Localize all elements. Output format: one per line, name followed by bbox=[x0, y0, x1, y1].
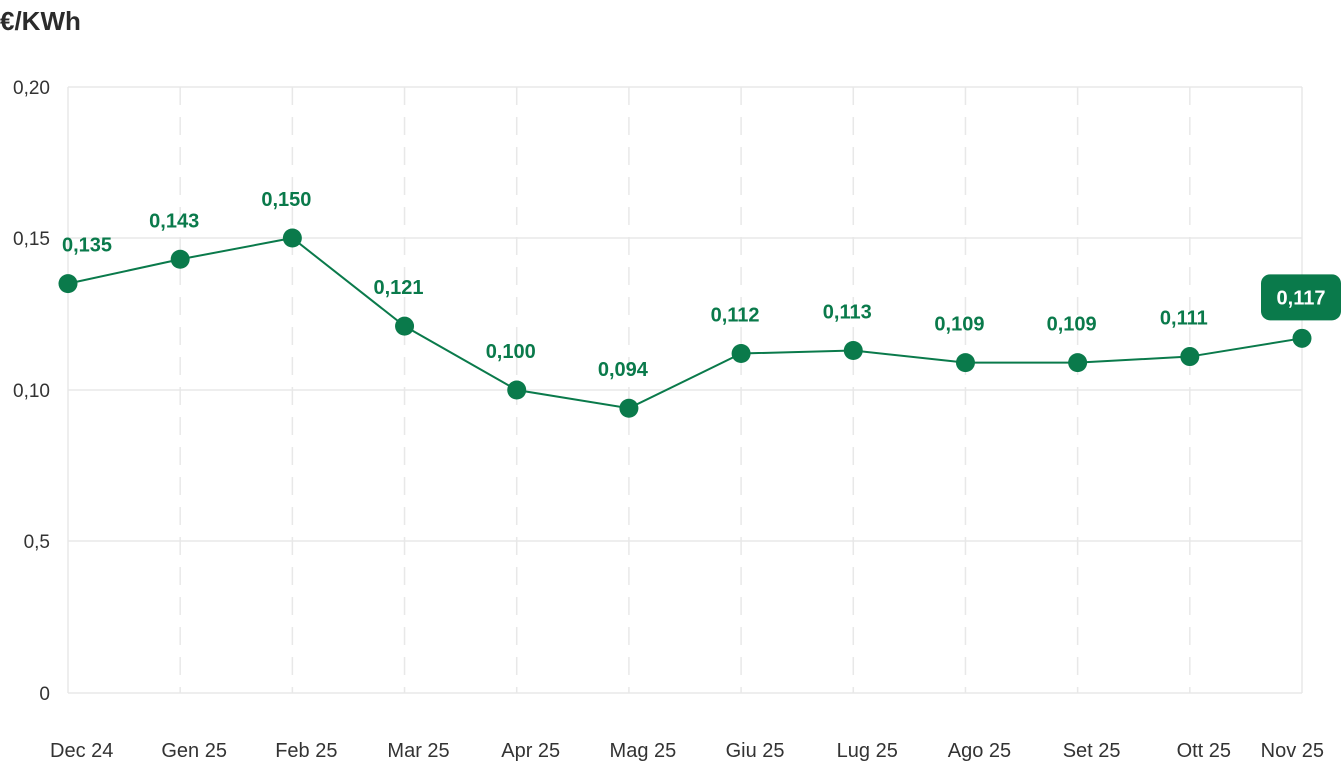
data-point[interactable] bbox=[58, 274, 78, 294]
x-tick-label: Nov 25 bbox=[1261, 740, 1324, 762]
x-axis-ticks: Dec 24 Gen 25 Feb 25 Mar 25 Apr 25 Mag 25 Giu … bbox=[50, 740, 1324, 762]
y-axis-ticks: 0,20 0,15 0,10 0,5 0 bbox=[13, 78, 50, 705]
x-tick-label: Ott 25 bbox=[1177, 740, 1231, 762]
data-label: 0,112 bbox=[711, 305, 760, 327]
x-tick-label: Dec 24 bbox=[50, 740, 113, 762]
x-tick-label: Lug 25 bbox=[837, 740, 898, 762]
x-tick-label: Gen 25 bbox=[161, 740, 227, 762]
data-label: 0,135 bbox=[62, 235, 112, 257]
data-labels: 0,135 0,143 0,150 0,121 0,100 0,094 0,112 0,113… bbox=[62, 189, 1341, 381]
y-tick-label: 0 bbox=[39, 684, 50, 705]
grid bbox=[67, 86, 1303, 694]
data-point[interactable] bbox=[507, 380, 527, 400]
data-point[interactable] bbox=[731, 344, 751, 364]
data-label: 0,094 bbox=[598, 359, 649, 381]
y-tick-label: 0,20 bbox=[13, 78, 50, 99]
data-label: 0,143 bbox=[149, 210, 199, 232]
data-label: 0,113 bbox=[823, 301, 872, 323]
data-label: 0,109 bbox=[934, 314, 984, 336]
series-line bbox=[67, 236, 1303, 410]
data-label: 0,150 bbox=[261, 189, 311, 211]
y-tick-label: 0,15 bbox=[13, 229, 50, 250]
x-tick-label: Giu 25 bbox=[726, 740, 785, 762]
x-tick-label: Mar 25 bbox=[387, 740, 449, 762]
data-point[interactable] bbox=[1068, 353, 1088, 373]
x-tick-label: Feb 25 bbox=[275, 740, 337, 762]
data-point[interactable] bbox=[395, 316, 415, 336]
data-point[interactable] bbox=[1180, 347, 1200, 367]
x-tick-label: Ago 25 bbox=[948, 740, 1011, 762]
data-point[interactable] bbox=[955, 353, 975, 373]
x-tick-label: Mag 25 bbox=[610, 740, 677, 762]
highlight-label-box bbox=[1261, 274, 1341, 321]
data-label: 0,111 bbox=[1160, 308, 1208, 330]
x-tick-label: Apr 25 bbox=[501, 740, 560, 762]
data-point[interactable] bbox=[619, 398, 639, 418]
unit-label: €/KWh bbox=[0, 6, 81, 36]
y-tick-label: 0,5 bbox=[24, 532, 50, 553]
data-label: 0,121 bbox=[374, 277, 424, 299]
x-tick-label: Set 25 bbox=[1063, 740, 1121, 762]
data-point[interactable] bbox=[282, 228, 302, 248]
series-line-group bbox=[58, 228, 1312, 418]
data-point[interactable] bbox=[170, 249, 190, 269]
data-point[interactable] bbox=[1292, 328, 1312, 348]
data-label: 0,109 bbox=[1047, 314, 1097, 336]
data-point[interactable] bbox=[843, 340, 863, 360]
y-tick-label: 0,10 bbox=[13, 381, 50, 402]
data-label: 0,117 bbox=[1277, 287, 1326, 309]
data-label: 0,100 bbox=[486, 341, 536, 363]
